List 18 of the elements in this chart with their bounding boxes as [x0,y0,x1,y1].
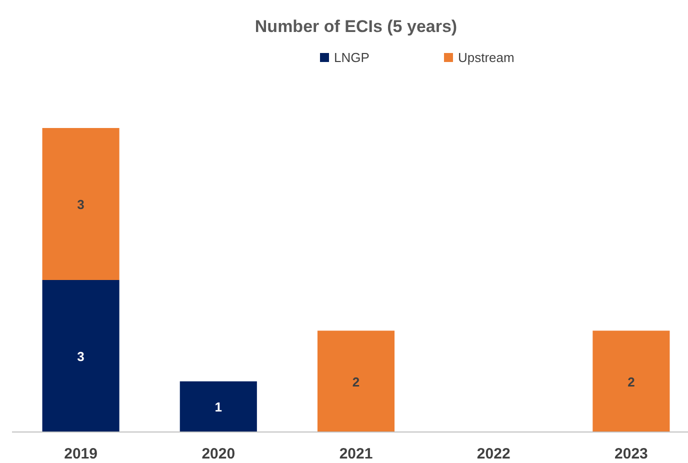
data-label: 1 [214,400,222,415]
x-tick-label: 2020 [202,446,236,463]
data-label: 2 [352,374,360,390]
bar [317,330,395,432]
chart-title: Number of ECIs (5 years) [254,17,458,36]
data-label: 2 [628,374,635,390]
x-tick-label: 2021 [339,446,373,463]
x-tick-label: 2019 [64,446,98,463]
bar [42,128,120,280]
data-label: 3 [77,197,84,212]
legend-label: Upstream [458,50,514,65]
legend-label: LNGP [334,50,370,65]
bar [592,330,670,432]
bar [180,381,257,432]
x-tick-label: 2023 [614,446,648,463]
x-tick-label: 2022 [476,446,510,463]
bar [42,280,120,432]
data-label: 3 [77,349,84,364]
